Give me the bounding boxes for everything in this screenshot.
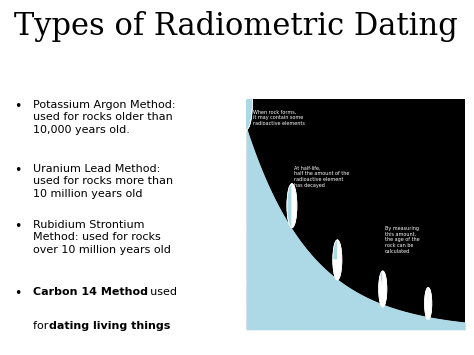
Text: At half-life,
half the amount of the
radioactive element
has decayed: At half-life, half the amount of the rad… — [294, 166, 349, 188]
Wedge shape — [380, 271, 383, 289]
Text: By measuring
this amount,
the age of the
rock can be
calculated: By measuring this amount, the age of the… — [385, 226, 419, 254]
Wedge shape — [333, 240, 342, 280]
Text: When rock forms,
it may contain some
radioactive elements: When rock forms, it may contain some rad… — [253, 109, 305, 126]
Wedge shape — [379, 271, 387, 307]
Text: •: • — [14, 220, 22, 233]
Text: Rubidium Strontium
Method: used for rocks
over 10 million years old: Rubidium Strontium Method: used for rock… — [33, 220, 171, 255]
Text: Types of Radiometric Dating: Types of Radiometric Dating — [14, 11, 458, 42]
Wedge shape — [427, 288, 428, 304]
Text: dating living things: dating living things — [49, 321, 170, 331]
Wedge shape — [425, 288, 432, 320]
Y-axis label: Radioactive dating: Radioactive dating — [217, 185, 222, 244]
X-axis label: Time (half-lives): Time (half-lives) — [330, 345, 381, 351]
Text: •: • — [14, 286, 22, 300]
Wedge shape — [287, 184, 292, 228]
Wedge shape — [333, 240, 337, 260]
Text: Uranium Lead Method:
used for rocks more than
10 million years old: Uranium Lead Method: used for rocks more… — [33, 164, 173, 199]
Text: for: for — [33, 321, 52, 331]
Text: •: • — [14, 164, 22, 177]
Wedge shape — [292, 184, 297, 228]
Text: Carbon 14 Method: Carbon 14 Method — [33, 286, 148, 296]
Text: •: • — [14, 100, 22, 113]
Text: : used: : used — [143, 286, 177, 296]
Text: Potassium Argon Method:
used for rocks older than
10,000 years old.: Potassium Argon Method: used for rocks o… — [33, 100, 176, 135]
Wedge shape — [241, 77, 252, 130]
